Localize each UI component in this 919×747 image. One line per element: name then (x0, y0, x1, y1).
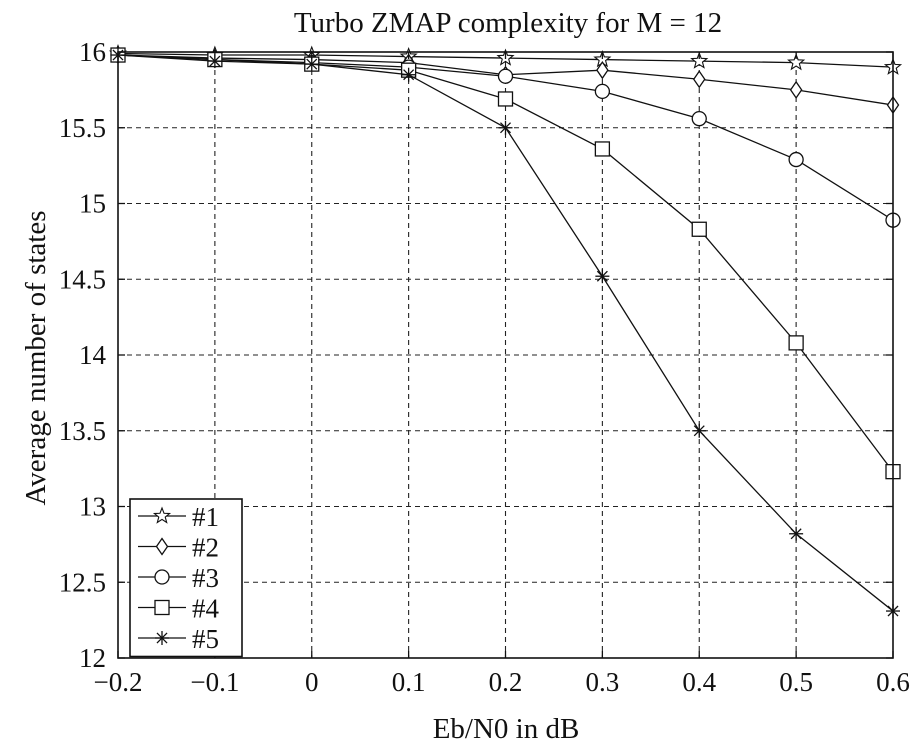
x-tick-label: 0.3 (586, 667, 620, 697)
y-axis-label: Average number of states (20, 211, 52, 506)
legend-item: #4 (138, 594, 220, 624)
x-tick-label: −0.2 (94, 667, 143, 697)
legend-label: #1 (192, 502, 219, 532)
data-point-marker (789, 80, 803, 100)
y-tick-label: 15.5 (59, 113, 106, 143)
data-point-marker (690, 51, 709, 69)
x-tick-label: 0.1 (392, 667, 426, 697)
y-tick-label: 13.5 (59, 416, 106, 446)
data-point-marker (497, 91, 514, 107)
data-point-marker (498, 120, 513, 135)
x-tick-label: 0.6 (876, 667, 910, 697)
data-point-marker (788, 335, 804, 351)
legend-marker (154, 599, 170, 616)
y-tick-label: 15 (79, 189, 106, 219)
legend-label: #3 (192, 563, 219, 593)
data-point-marker (691, 111, 707, 127)
legend-marker (155, 537, 169, 556)
legend-label: #2 (192, 533, 219, 563)
axis-ticks: −0.2 −0.1 0 0.1 0.2 0.3 0.4 0.5 0.6 12 12.5 13 13.5 1… (59, 37, 910, 697)
y-tick-label: 14.5 (59, 264, 106, 294)
legend-marker (155, 631, 169, 645)
data-point-marker (789, 526, 804, 541)
x-tick-label: 0.4 (682, 667, 716, 697)
data-point-marker (692, 423, 707, 438)
grid (118, 52, 893, 658)
legend-label: #4 (192, 594, 220, 624)
legend-item: #3 (138, 563, 219, 593)
y-tick-label: 14 (79, 340, 107, 370)
legend-item: #1 (138, 502, 219, 532)
data-point-marker (787, 53, 806, 71)
data-point-marker (497, 68, 514, 84)
legend-item: #2 (138, 533, 219, 563)
x-tick-label: 0.5 (779, 667, 813, 697)
data-point-marker (691, 221, 707, 237)
data-point-marker (788, 151, 804, 168)
x-axis-label: Eb/N0 in dB (433, 713, 580, 745)
data-point-marker (594, 83, 611, 100)
series-5 (111, 48, 900, 619)
data-point-marker (594, 141, 611, 157)
y-tick-label: 12 (79, 643, 106, 673)
legend: #1#2#3#4#5 (129, 498, 243, 658)
legend-box (129, 498, 243, 658)
legend-marker (154, 569, 170, 585)
legend-item: #5 (138, 624, 219, 654)
series-lines (108, 43, 903, 619)
legend-label: #5 (192, 624, 219, 654)
chart-title: Turbo ZMAP complexity for M = 12 (294, 7, 722, 39)
data-point-marker (692, 70, 706, 89)
x-tick-label: −0.1 (190, 667, 239, 697)
x-tick-label: 0 (305, 667, 319, 697)
y-tick-label: 13 (79, 492, 106, 522)
data-point-marker (304, 57, 319, 72)
y-tick-label: 12.5 (59, 567, 106, 597)
x-tick-label: 0.2 (489, 667, 523, 697)
legend-marker (152, 506, 172, 524)
y-tick-label: 16 (79, 37, 106, 67)
data-point-marker (595, 269, 610, 284)
data-point-marker (401, 67, 416, 82)
data-point-marker (596, 61, 609, 80)
